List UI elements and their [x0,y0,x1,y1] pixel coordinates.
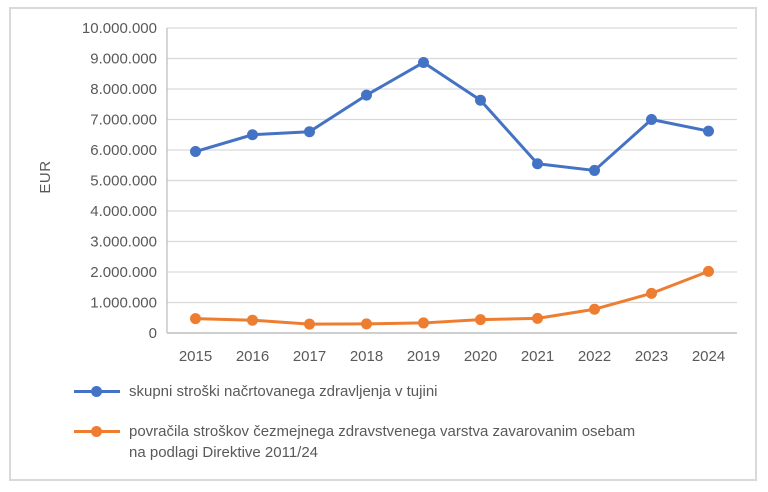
y-tick-label: 4.000.000 [90,203,157,220]
x-tick-label: 2015 [179,348,212,365]
series-marker-1 [304,318,315,330]
series-marker-0 [190,146,201,158]
y-tick-label: 0 [149,325,157,342]
series-marker-0 [589,164,600,176]
legend-line-marker-icon [74,421,120,442]
series-marker-1 [475,314,486,326]
series-marker-0 [475,94,486,106]
y-tick-label: 2.000.000 [90,264,157,281]
line-chart: 0 1.000.000 2.000.000 3.000.000 4.000.000 5.0… [82,20,737,365]
y-tick-label: 1.000.000 [90,295,157,312]
y-tick-label: 7.000.000 [90,112,157,129]
x-tick-label: 2022 [578,348,611,365]
series-line-0 [194,60,710,172]
x-tick-label: 2016 [236,348,269,365]
legend-item: skupni stroški načrtovanega zdravljenja … [74,381,438,402]
y-axis-title: EUR [37,160,54,194]
y-tick-label: 6.000.000 [90,142,157,159]
series-line-1 [194,269,710,326]
x-tick-label: 2018 [350,348,383,365]
x-tick-label: 2020 [464,348,497,365]
series-marker-0 [532,158,543,170]
series-marker-0 [703,125,714,137]
series-marker-1 [589,303,600,315]
legend-item-label: skupni stroški načrtovanega zdravljenja … [129,383,438,400]
y-tick-label: 3.000.000 [90,234,157,251]
series-marker-1 [361,318,372,330]
series-marker-1 [703,265,714,277]
series-marker-1 [532,312,543,324]
legend-marker-dot [91,426,102,437]
x-tick-label: 2024 [692,348,725,365]
series-marker-1 [646,287,657,299]
legend-item: povračila stroškov čezmejnega zdravstven… [74,421,635,463]
y-tick-label: 10.000.000 [82,20,157,37]
series-marker-0 [646,114,657,125]
series-marker-1 [418,317,429,329]
x-tick-label: 2021 [521,348,554,365]
y-tick-label: 9.000.000 [90,51,157,68]
x-tick-label: 2023 [635,348,668,365]
y-tick-label: 5.000.000 [90,173,157,190]
x-tick-label: 2019 [407,348,440,365]
legend-item-label: povračila stroškov čezmejnega zdravstven… [129,423,636,461]
series-marker-0 [247,129,258,141]
series-marker-0 [361,89,372,101]
y-tick-label: 8.000.000 [90,81,157,98]
series-marker-1 [190,313,201,325]
series-marker-0 [418,56,429,68]
legend-line-marker-icon [74,381,120,402]
series-marker-0 [304,126,315,138]
legend-marker-dot [91,386,102,397]
x-tick-label: 2017 [293,348,326,365]
series-marker-1 [247,314,258,326]
